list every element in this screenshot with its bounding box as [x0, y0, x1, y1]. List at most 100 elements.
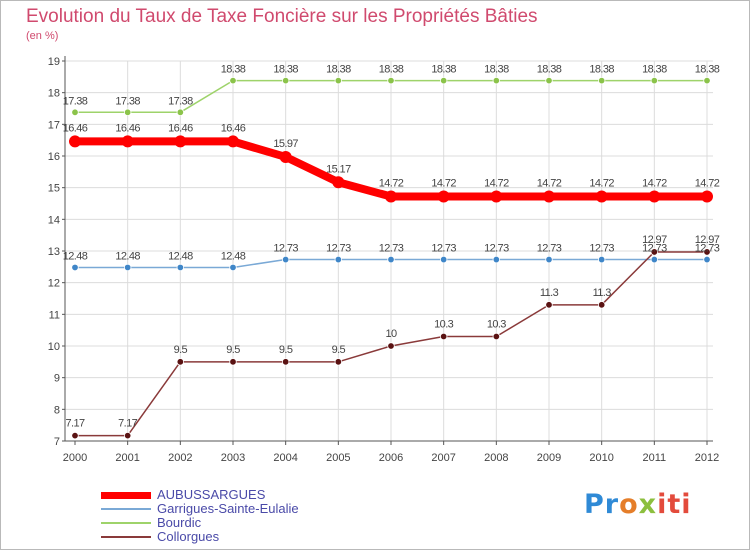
legend-label-bourdic: Bourdic: [157, 515, 202, 530]
y-tick-label-17: 17: [48, 119, 60, 131]
chart-title: Evolution du Taux de Taxe Foncière sur l…: [26, 6, 538, 27]
y-tick-label-15: 15: [48, 183, 60, 195]
data-label-collorgues-2000: 7.17: [65, 418, 84, 430]
data-label-bourdic-2005: 18.38: [326, 64, 351, 76]
data-label-collorgues-2002: 9.5: [174, 344, 188, 356]
point-collorgues-2011: [650, 248, 659, 256]
data-label-bourdic-2009: 18.38: [537, 64, 562, 76]
data-label-collorgues-2008: 10.3: [487, 319, 506, 331]
point-garrigues-sainte-eulalie-2004: [281, 255, 290, 264]
data-label-garrigues-sainte-eulalie-2011: 12.73: [642, 243, 667, 255]
point-garrigues-sainte-eulalie-2002: [176, 263, 185, 272]
point-bourdic-2001: [123, 108, 132, 116]
point-garrigues-sainte-eulalie-2001: [123, 263, 132, 272]
point-garrigues-sainte-eulalie-2007: [439, 255, 448, 264]
legend-swatch-bourdic: [101, 522, 151, 524]
point-aubussargues-2011: [648, 190, 661, 203]
point-aubussargues-2002: [174, 135, 187, 148]
point-garrigues-sainte-eulalie-2012: [703, 255, 711, 264]
point-collorgues-2012: [703, 248, 711, 256]
x-tick-label-2009: 2009: [537, 452, 561, 464]
data-label-bourdic-2012: 18.38: [695, 64, 720, 76]
data-label-aubussargues-2006: 14.72: [379, 178, 404, 190]
chart-unit: (en %): [26, 30, 59, 42]
point-collorgues-2007: [439, 332, 448, 341]
data-label-collorgues-2003: 9.5: [226, 344, 240, 356]
x-tick-label-2003: 2003: [221, 452, 245, 464]
y-tick-label-13: 13: [48, 246, 60, 258]
y-tick-label-19: 19: [48, 56, 60, 68]
data-label-aubussargues-2008: 14.72: [484, 178, 509, 190]
point-bourdic-2005: [334, 76, 343, 85]
data-label-garrigues-sainte-eulalie-2002: 12.48: [168, 250, 193, 262]
proxiti-logo: Proxiti: [584, 489, 692, 520]
data-label-aubussargues-2002: 16.46: [168, 122, 193, 134]
point-aubussargues-2004: [279, 150, 292, 163]
data-label-bourdic-2002: 17.38: [168, 95, 193, 107]
data-label-collorgues-2011: 12.97: [642, 234, 667, 246]
data-label-aubussargues-2011: 14.72: [642, 178, 667, 190]
legend-label-garrigues: Garrigues-Sainte-Eulalie: [157, 501, 299, 516]
point-collorgues-2002: [176, 358, 185, 366]
data-label-bourdic-2008: 18.38: [484, 64, 509, 76]
point-garrigues-sainte-eulalie-2000: [71, 263, 79, 272]
data-label-aubussargues-2000: 16.46: [63, 122, 88, 134]
point-garrigues-sainte-eulalie-2003: [229, 263, 237, 272]
data-label-aubussargues-2004: 15.97: [273, 138, 298, 150]
legend-item-aubussargues: AUBUSSARGUES: [101, 488, 299, 502]
data-label-bourdic-2007: 18.38: [431, 64, 456, 76]
data-label-collorgues-2012: 12.97: [695, 234, 720, 246]
data-label-garrigues-sainte-eulalie-2009: 12.73: [537, 243, 562, 255]
y-tick-label-10: 10: [48, 341, 60, 353]
point-aubussargues-2008: [490, 190, 503, 203]
point-bourdic-2011: [650, 76, 659, 85]
x-tick-label-2005: 2005: [326, 452, 350, 464]
point-collorgues-2003: [229, 358, 237, 366]
point-aubussargues-2005: [332, 176, 345, 189]
point-aubussargues-2010: [595, 190, 608, 203]
x-tick-label-2008: 2008: [484, 452, 508, 464]
y-tick-label-14: 14: [48, 214, 60, 226]
point-garrigues-sainte-eulalie-2008: [492, 255, 501, 264]
point-bourdic-2004: [281, 76, 290, 85]
y-tick-label-11: 11: [49, 309, 60, 321]
point-garrigues-sainte-eulalie-2006: [387, 255, 395, 264]
y-tick-label-9: 9: [54, 373, 60, 385]
x-tick-label-2000: 2000: [63, 452, 87, 464]
axes: 7 8 9 10 11 12 13 14 15 16 17 18 19 2000 2001 2002 2003 2…: [48, 56, 719, 464]
data-label-aubussargues-2009: 14.72: [537, 178, 562, 190]
data-label-garrigues-sainte-eulalie-2004: 12.73: [273, 243, 298, 255]
point-bourdic-2009: [545, 76, 553, 85]
point-collorgues-2008: [492, 332, 501, 341]
x-tick-label-2001: 2001: [115, 452, 139, 464]
point-collorgues-2001: [123, 431, 132, 440]
point-collorgues-2000: [71, 431, 79, 440]
legend-item-bourdic: Bourdic: [101, 516, 299, 530]
point-collorgues-2006: [387, 342, 395, 350]
y-tick-label-12: 12: [48, 278, 60, 290]
data-label-bourdic-2001: 17.38: [115, 95, 140, 107]
data-label-aubussargues-2012: 14.72: [695, 178, 720, 190]
data-label-collorgues-2009: 11.3: [540, 287, 559, 299]
data-label-garrigues-sainte-eulalie-2003: 12.48: [221, 250, 246, 262]
x-tick-label-2011: 2011: [643, 452, 667, 464]
point-aubussargues-2006: [385, 190, 397, 203]
legend: AUBUSSARGUES Garrigues-Sainte-Eulalie Bo…: [101, 488, 299, 544]
legend-label-aubussargues: AUBUSSARGUES: [157, 487, 266, 502]
data-label-aubussargues-2005: 15.17: [326, 163, 351, 175]
point-garrigues-sainte-eulalie-2010: [597, 255, 606, 264]
legend-item-garrigues: Garrigues-Sainte-Eulalie: [101, 502, 299, 516]
data-label-collorgues-2006: 10: [385, 328, 397, 340]
data-label-bourdic-2003: 18.38: [221, 64, 246, 76]
y-tick-label-16: 16: [48, 151, 60, 163]
point-aubussargues-2007: [437, 190, 450, 203]
x-tick-label-2002: 2002: [168, 452, 192, 464]
point-aubussargues-2003: [227, 135, 239, 148]
point-garrigues-sainte-eulalie-2005: [334, 255, 343, 264]
data-label-bourdic-2000: 17.38: [63, 95, 88, 107]
series-lines: [69, 76, 713, 440]
x-tick-label-2010: 2010: [589, 452, 613, 464]
data-label-bourdic-2006: 18.38: [379, 64, 404, 76]
data-label-collorgues-2010: 11.3: [593, 287, 612, 299]
point-collorgues-2009: [545, 301, 553, 309]
